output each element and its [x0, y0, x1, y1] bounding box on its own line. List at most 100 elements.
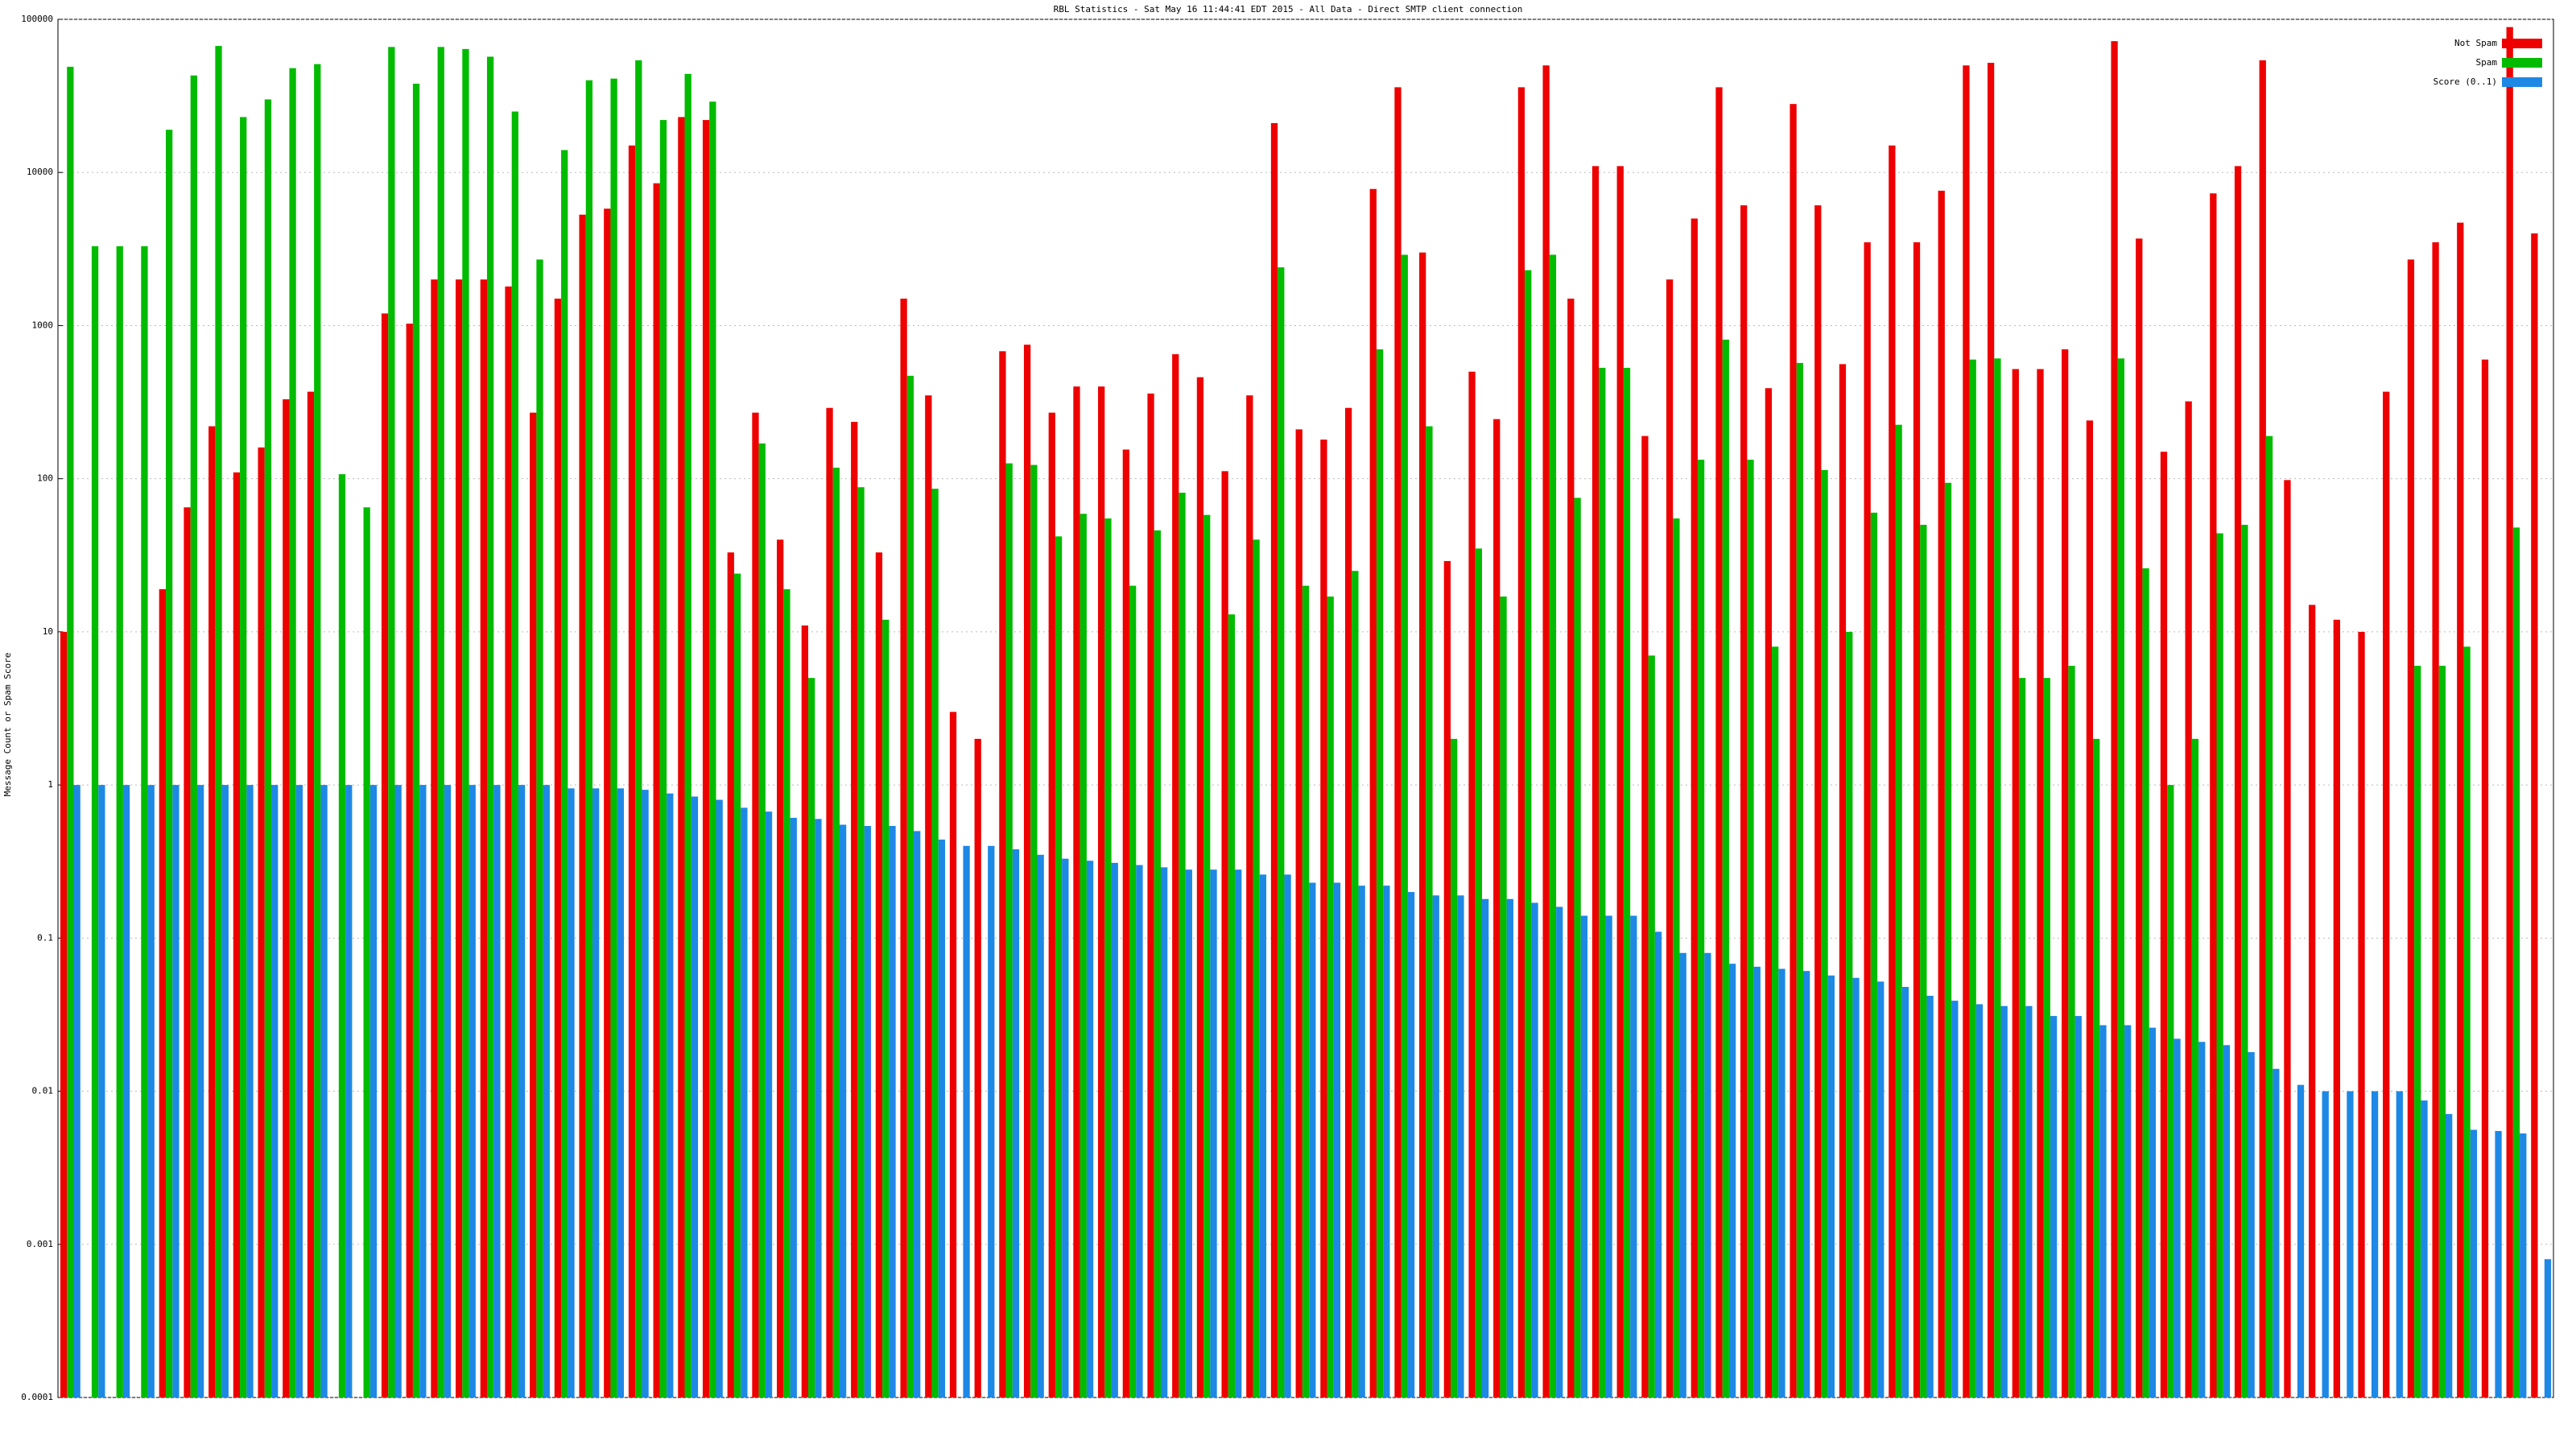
bar — [1320, 440, 1327, 1397]
bar — [2322, 1091, 2329, 1397]
bar — [1129, 585, 1137, 1397]
bar — [2149, 1027, 2156, 1397]
bar — [2438, 666, 2446, 1397]
bar — [2421, 1100, 2428, 1397]
bar — [1803, 971, 1810, 1397]
bar — [1926, 995, 1934, 1397]
bar — [1270, 122, 1278, 1397]
bar — [530, 412, 537, 1397]
bar — [1827, 975, 1835, 1397]
bar — [2117, 358, 2125, 1397]
bar — [716, 799, 723, 1397]
bar — [394, 785, 402, 1397]
bar — [505, 286, 512, 1397]
bar — [190, 75, 197, 1398]
bar — [406, 324, 413, 1397]
bar — [1468, 371, 1476, 1397]
bar — [2396, 1091, 2403, 1397]
bar — [592, 788, 600, 1397]
bar — [1796, 362, 1804, 1398]
bar — [208, 426, 216, 1397]
bar — [98, 785, 105, 1397]
bar — [1500, 597, 1507, 1397]
bar — [2099, 1025, 2107, 1397]
bar — [709, 101, 716, 1398]
chart-title: RBL Statistics - Sat May 16 11:44:41 EDT… — [1054, 4, 1523, 14]
bar — [1432, 895, 1439, 1397]
bar — [635, 60, 642, 1397]
bar — [963, 845, 970, 1397]
bar — [1284, 874, 1291, 1397]
bar — [1333, 882, 1341, 1397]
bar — [2136, 238, 2143, 1397]
bar — [2093, 738, 2100, 1397]
bar — [1877, 981, 1885, 1397]
bar — [1086, 861, 1094, 1397]
bar — [1580, 915, 1588, 1397]
bar — [1407, 892, 1415, 1397]
bar — [1938, 190, 1945, 1397]
bar — [882, 619, 890, 1397]
bar — [122, 785, 130, 1397]
bar — [2259, 60, 2266, 1397]
bar — [801, 625, 808, 1397]
bar — [864, 826, 871, 1397]
bar — [1012, 849, 1020, 1397]
bar — [1654, 931, 1662, 1397]
bar — [1475, 548, 1482, 1398]
y-tick-label: 100 — [37, 473, 53, 484]
bar — [815, 819, 822, 1397]
bar — [462, 48, 469, 1397]
bar — [1517, 87, 1525, 1397]
bar — [653, 183, 660, 1397]
bar — [1765, 388, 1773, 1397]
bar — [1889, 145, 1896, 1398]
bar — [363, 507, 370, 1398]
bar — [659, 120, 667, 1397]
bar — [617, 788, 625, 1397]
bar — [1493, 419, 1501, 1397]
y-tick-label: 1 — [47, 779, 53, 790]
bar — [172, 785, 180, 1397]
bar — [2142, 568, 2149, 1398]
bar — [2544, 1259, 2552, 1397]
bar — [826, 407, 833, 1398]
bar — [271, 785, 279, 1397]
bar — [1531, 902, 1538, 1397]
bar — [1327, 597, 1334, 1397]
bar — [141, 246, 148, 1398]
bar — [2037, 369, 2044, 1397]
bar — [1641, 436, 1649, 1397]
bar — [2241, 524, 2248, 1398]
bar — [486, 56, 494, 1398]
bar — [777, 539, 784, 1397]
bar — [1747, 460, 1754, 1397]
bar — [1895, 424, 1902, 1397]
bar — [938, 839, 946, 1397]
bar — [1185, 869, 1192, 1397]
bar — [320, 785, 328, 1397]
bar — [2086, 420, 2094, 1397]
bar — [906, 375, 914, 1397]
bar — [752, 412, 759, 1397]
bar — [1605, 915, 1612, 1397]
y-tick-label: 0.0001 — [21, 1392, 53, 1402]
bar — [2012, 369, 2019, 1397]
bar — [1383, 886, 1390, 1397]
bar — [2284, 480, 2291, 1397]
bar — [1549, 254, 1557, 1397]
bar — [667, 793, 674, 1397]
bar — [184, 507, 191, 1398]
bar — [702, 120, 710, 1397]
bar — [2234, 166, 2242, 1398]
bar — [931, 489, 939, 1398]
bar — [2358, 631, 2365, 1397]
bar — [518, 785, 526, 1397]
bar — [2210, 193, 2217, 1398]
bar — [579, 214, 586, 1397]
bar — [196, 785, 204, 1397]
bar — [949, 712, 957, 1397]
bar — [2265, 436, 2273, 1397]
bar — [233, 472, 241, 1397]
bar — [1302, 585, 1310, 1397]
